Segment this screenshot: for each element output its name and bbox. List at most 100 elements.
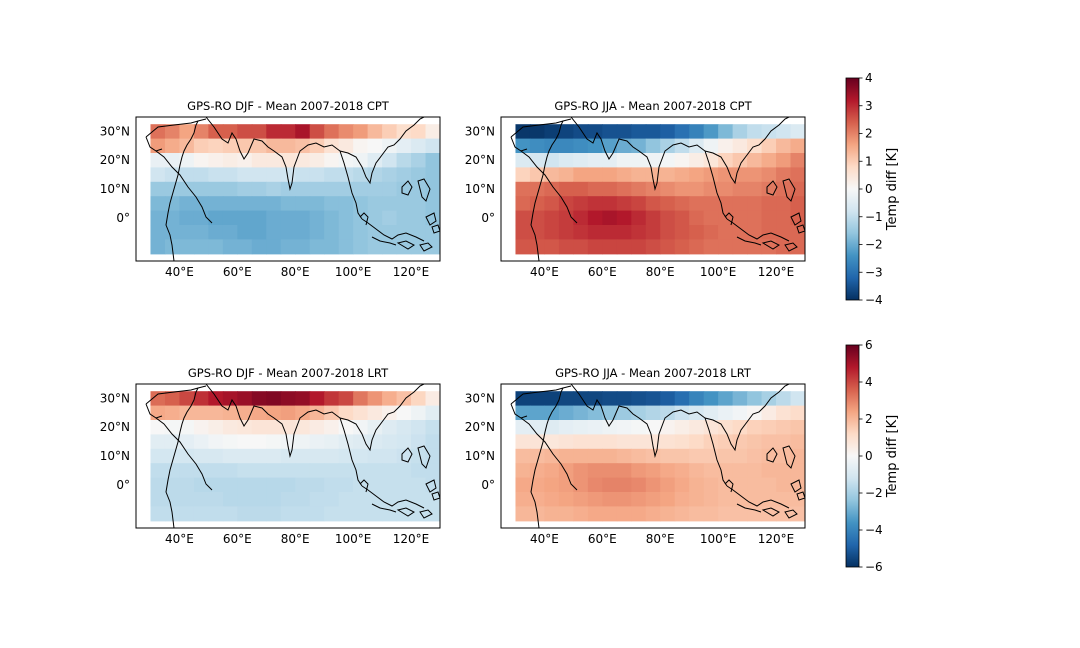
heatmap-cell xyxy=(353,506,369,522)
heatmap-cell xyxy=(616,167,632,183)
heatmap-cell xyxy=(353,420,369,435)
heatmap-cell xyxy=(558,225,574,240)
heatmap-cell xyxy=(251,181,267,197)
heatmap-cell xyxy=(353,405,369,421)
heatmap-cell xyxy=(747,506,763,522)
heatmap-cell xyxy=(631,124,647,140)
heatmap-cell xyxy=(382,210,398,226)
heatmap-cell xyxy=(324,405,340,421)
heatmap-cell xyxy=(425,196,440,212)
heatmap-cell xyxy=(573,420,589,435)
heatmap-cell xyxy=(295,181,311,197)
heatmap-cell xyxy=(689,153,705,168)
heatmap-cell xyxy=(266,434,282,450)
heatmap-cell xyxy=(515,124,531,140)
heatmap-cell xyxy=(367,239,383,255)
heatmap-cell xyxy=(164,448,181,464)
heatmap-cell xyxy=(411,196,427,212)
heatmap-cell xyxy=(382,153,398,168)
heatmap-cell xyxy=(309,225,325,240)
heatmap-cell xyxy=(367,196,383,212)
heatmap-cell xyxy=(674,463,690,479)
heatmap-cell xyxy=(324,506,340,522)
heatmap-cell xyxy=(411,448,427,464)
y-tick-label: 0° xyxy=(481,211,495,225)
heatmap-cell xyxy=(761,138,777,154)
heatmap-cell xyxy=(396,124,412,140)
heatmap-cell xyxy=(295,434,311,450)
heatmap-cell xyxy=(425,405,440,421)
heatmap-cell xyxy=(382,167,398,183)
heatmap-cell xyxy=(164,210,181,226)
y-tick-labels: 30°N 20°N 10°N 0° xyxy=(100,124,130,224)
heatmap-cell xyxy=(367,492,383,507)
heatmap-cell xyxy=(529,405,546,421)
heatmap-cell xyxy=(164,492,181,507)
heatmap-cell xyxy=(396,153,412,168)
heatmap-cell xyxy=(367,181,383,197)
heatmap-cell xyxy=(208,167,224,183)
heatmap-cell xyxy=(309,477,325,493)
heatmap-cell xyxy=(367,405,383,421)
heatmap-cell xyxy=(660,153,676,168)
colorbar-gradient xyxy=(845,77,860,301)
heatmap-cell xyxy=(587,181,603,197)
heatmap-cell xyxy=(266,448,282,464)
heatmap-cell xyxy=(790,391,805,407)
heatmap-cell xyxy=(558,138,574,154)
x-tick-label: 100°E xyxy=(335,532,372,546)
heatmap-cell xyxy=(515,477,531,493)
heatmap-cell xyxy=(674,196,690,212)
heatmap-cell xyxy=(179,210,195,226)
heatmap-cell xyxy=(266,210,282,226)
heatmap-cell xyxy=(645,181,661,197)
heatmap-cell xyxy=(208,420,224,435)
heatmap-cell xyxy=(602,124,618,140)
heatmap-cell xyxy=(587,196,603,212)
heatmap-cell xyxy=(382,506,398,522)
y-tick-label: 10°N xyxy=(465,182,495,196)
y-tick-label: 0° xyxy=(116,211,130,225)
heatmap-cell xyxy=(150,138,166,154)
heatmap-cell xyxy=(544,153,560,168)
heatmap-cell xyxy=(660,239,676,255)
heatmap-cell xyxy=(396,391,412,407)
heatmap-cell xyxy=(353,181,369,197)
heatmap-cell xyxy=(544,239,560,255)
heatmap-cell xyxy=(674,167,690,183)
heatmap-cell xyxy=(353,225,369,240)
heatmap-cell xyxy=(703,124,719,140)
heatmap-cell xyxy=(616,463,632,479)
heatmap-cell xyxy=(790,153,805,168)
heatmap-cell xyxy=(324,196,340,212)
heatmap-cell xyxy=(425,463,440,479)
heatmap-cell xyxy=(411,239,427,255)
heatmap-cell xyxy=(587,420,603,435)
heatmap-cell xyxy=(222,239,238,255)
heatmap-cell xyxy=(280,210,296,226)
heatmap-cell xyxy=(266,420,282,435)
heatmap-cell xyxy=(164,463,181,479)
heatmap-cell xyxy=(761,167,777,183)
heatmap-cell xyxy=(544,420,560,435)
heatmap-cell xyxy=(674,239,690,255)
heatmap-cell xyxy=(587,477,603,493)
heatmap-cell xyxy=(790,434,805,450)
heatmap-cell xyxy=(674,477,690,493)
heatmap-cell xyxy=(222,506,238,522)
colorbar-tick-label: −2 xyxy=(865,486,883,500)
heatmap-cell xyxy=(602,448,618,464)
heatmap-cell xyxy=(425,420,440,435)
heatmap-cell xyxy=(776,506,792,522)
heatmap-cell xyxy=(689,138,705,154)
heatmap-cell xyxy=(237,420,253,435)
heatmap-cell xyxy=(732,225,748,240)
heatmap-cell xyxy=(703,463,719,479)
panel-djf-cpt: GPS-RO DJF - Mean 2007-2018 CPT 40°E 60°E… xyxy=(100,99,441,279)
heatmap-cell xyxy=(367,124,383,140)
heatmap-cell xyxy=(761,391,777,407)
heatmap-cell xyxy=(266,405,282,421)
heatmap-cell xyxy=(660,181,676,197)
heatmap-cell xyxy=(631,492,647,507)
heatmap-cell xyxy=(616,153,632,168)
